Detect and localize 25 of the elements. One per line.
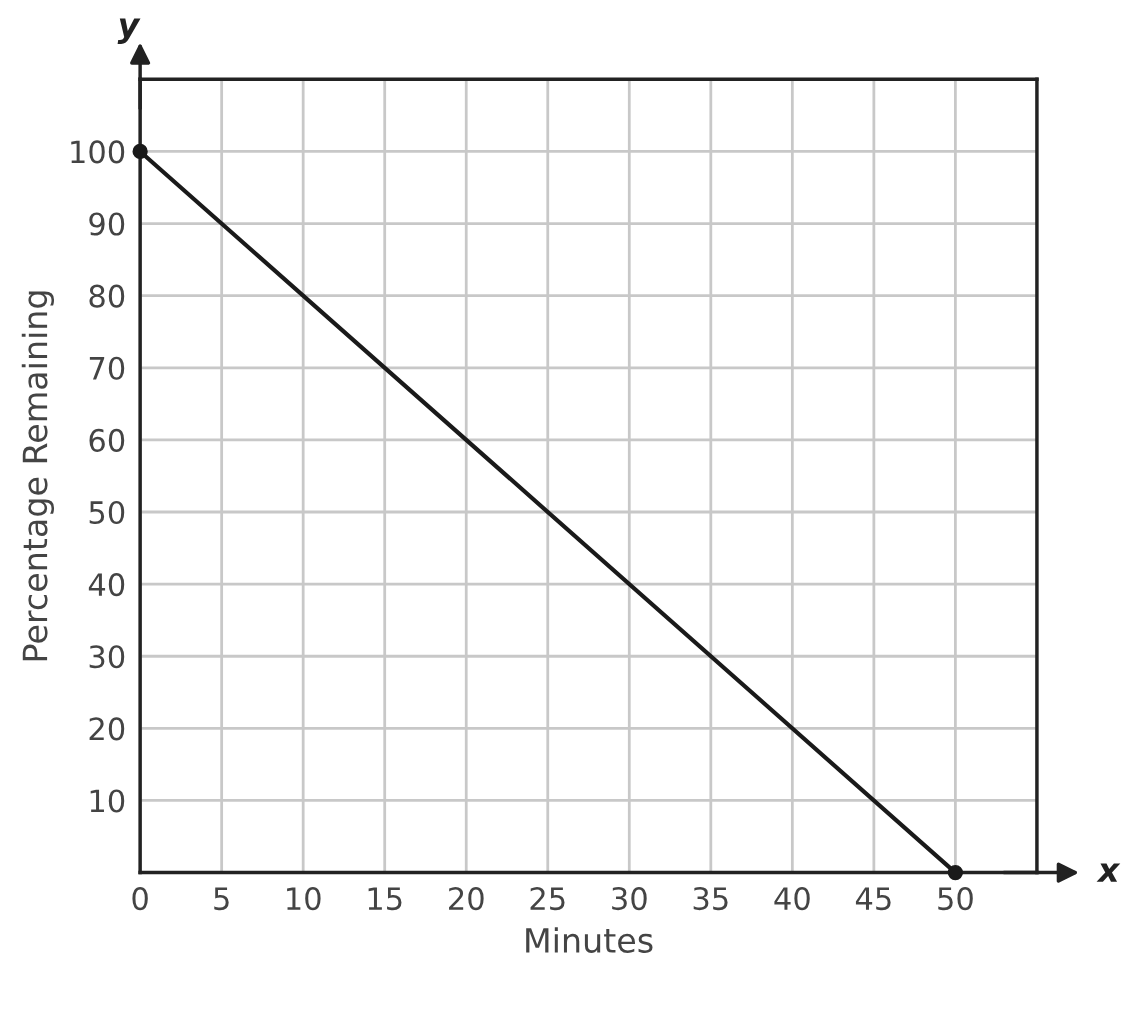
x-tick-label: 0	[132, 887, 148, 911]
y-tick-label: 30	[89, 645, 125, 669]
x-tick-label: 45	[855, 887, 891, 911]
y-tick-label: 100	[71, 140, 125, 164]
x-tick-label: 25	[530, 887, 565, 911]
x-tick-label: 10	[287, 887, 321, 911]
x-tick-label: 15	[368, 887, 402, 911]
y-tick-label: 90	[89, 212, 125, 236]
x-tick-label: 50	[938, 887, 973, 911]
x-tick-label: 40	[774, 887, 810, 911]
x-tick-label: 30	[612, 887, 647, 911]
y-axis-title: Percentage Remaining	[21, 291, 55, 661]
y-tick-label: 70	[89, 356, 125, 380]
y-tick-label: 50	[89, 500, 125, 525]
y-tick-label: 20	[89, 717, 125, 741]
x-axis-title: Minutes	[526, 927, 653, 953]
x-tick-label: 20	[449, 887, 484, 911]
text: x	[1096, 863, 1121, 882]
y-tick-label: 60	[89, 428, 125, 452]
y-tick-label: 10	[90, 789, 125, 813]
y-tick-label: 80	[89, 284, 125, 308]
x-tick-label: 35	[693, 887, 728, 911]
x-tick-label: 5	[214, 887, 229, 911]
y-tick-label: 40	[88, 573, 125, 597]
text: y	[117, 18, 141, 44]
